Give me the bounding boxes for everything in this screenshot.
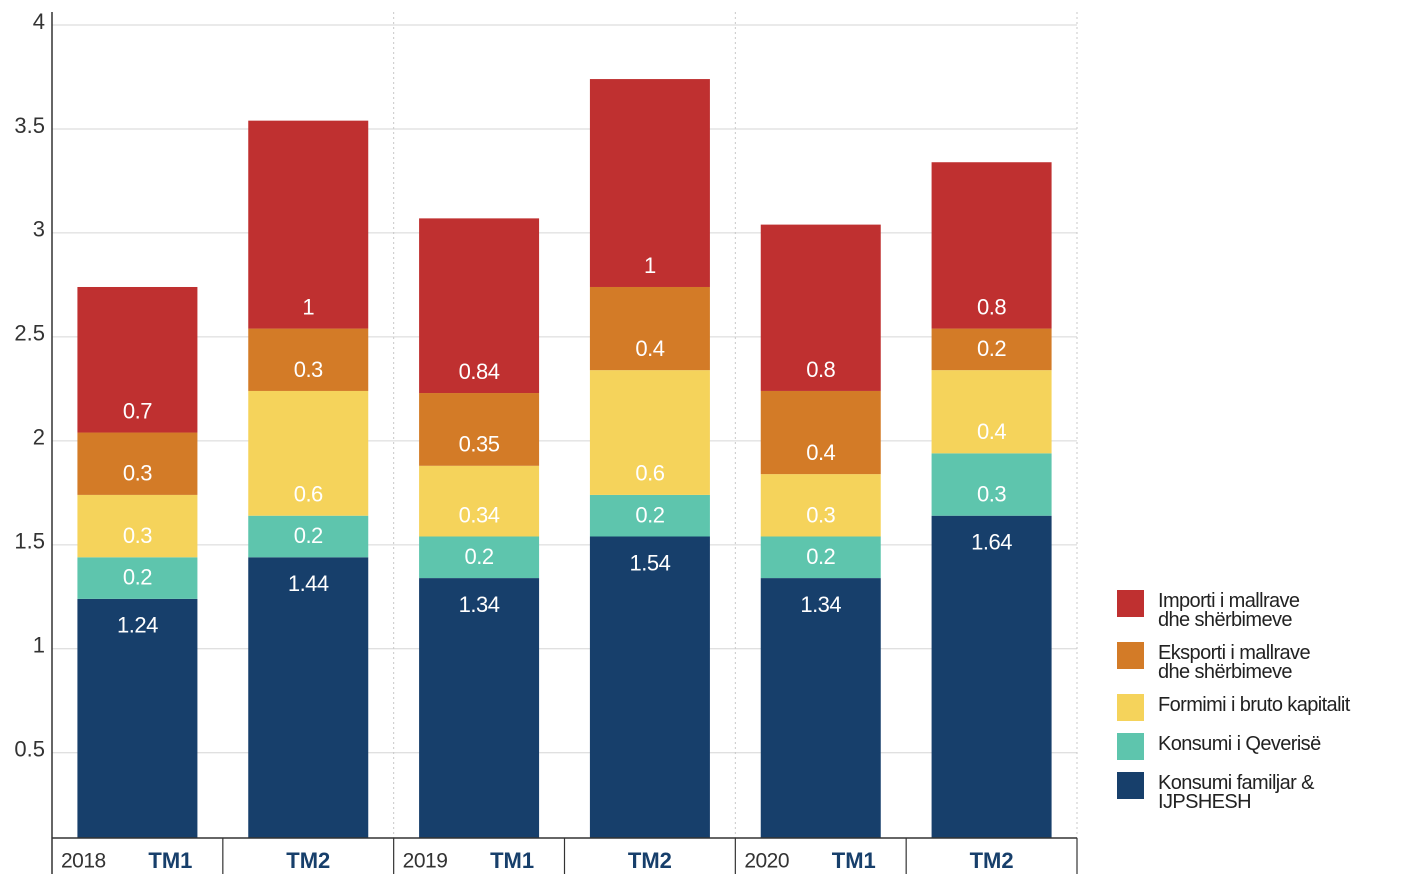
bar-segment (931, 162, 1052, 329)
x-tick-label: TM2 (970, 848, 1014, 873)
value-label: 1.34 (800, 592, 841, 617)
group-label: 2018 (61, 850, 106, 873)
value-label: 0.6 (635, 461, 664, 486)
value-label: 0.2 (806, 544, 835, 569)
bar-segment (419, 578, 540, 838)
value-label: 0.2 (977, 336, 1006, 361)
y-tick-label: 0.5 (14, 737, 45, 762)
bar-segment (419, 465, 540, 537)
legend: Importi i mallrave dhe shërbimeve Eksport… (1117, 590, 1402, 824)
legend-swatch (1117, 733, 1144, 760)
group-label: 2019 (403, 850, 448, 873)
bar-segment (760, 536, 881, 579)
value-label: 1.54 (630, 550, 671, 575)
bar-segment (248, 120, 369, 329)
value-label: 0.4 (635, 336, 664, 361)
x-tick-label: TM1 (832, 848, 876, 873)
bar-segment (77, 557, 198, 599)
value-label: 1 (302, 294, 314, 319)
value-label: 0.3 (294, 357, 323, 382)
bar-segment (77, 494, 198, 558)
bar-segment (419, 393, 540, 466)
group-label: 2020 (744, 850, 789, 873)
legend-swatch (1117, 772, 1144, 799)
y-tick-label: 1 (33, 633, 45, 658)
value-label: 0.3 (123, 523, 152, 548)
bar-segment (77, 432, 198, 495)
y-tick-label: 2 (33, 425, 45, 450)
bar-segment (248, 390, 369, 516)
value-label: 0.4 (977, 419, 1006, 444)
legend-item: Importi i mallrave dhe shërbimeve (1117, 590, 1402, 630)
value-label: 0.35 (459, 432, 500, 457)
value-label: 0.2 (465, 544, 494, 569)
legend-swatch (1117, 642, 1144, 669)
bar-segment (931, 370, 1052, 454)
value-label: 0.8 (977, 294, 1006, 319)
legend-label: Konsumi i Qeverisë (1158, 733, 1321, 755)
bar-segment (419, 536, 540, 579)
value-label: 0.2 (123, 565, 152, 590)
grid (52, 12, 1078, 838)
bar-segment (419, 218, 540, 394)
bar-segment (931, 453, 1052, 516)
y-tick-label: 2.5 (14, 321, 45, 346)
legend-label: Formimi i bruto kapitalit (1158, 694, 1350, 716)
legend-item: Formimi i bruto kapitalit (1117, 694, 1402, 721)
bar-segment (760, 578, 881, 838)
value-label: 0.2 (635, 502, 664, 527)
value-label: 0.3 (977, 482, 1006, 507)
bar-segment (589, 79, 710, 287)
bar-segment (589, 370, 710, 495)
y-tick-label: 3.5 (14, 113, 45, 138)
bar-segment (248, 515, 369, 558)
value-label: 1 (644, 253, 656, 278)
bar-segment (931, 328, 1052, 371)
legend-label: Importi i mallrave dhe shërbimeve (1158, 590, 1300, 631)
value-label: 0.2 (294, 523, 323, 548)
bar-segment (77, 598, 198, 838)
value-label: 0.34 (459, 502, 500, 527)
bar-segment (931, 515, 1052, 838)
value-label: 0.3 (806, 502, 835, 527)
bar-segment (760, 224, 881, 391)
legend-item: Konsumi i Qeverisë (1117, 733, 1402, 760)
value-label: 1.34 (459, 592, 500, 617)
legend-swatch (1117, 694, 1144, 721)
bars (77, 79, 1052, 838)
legend-item: Konsumi familjar & IJPSHESH (1117, 772, 1402, 812)
value-label: 0.4 (806, 440, 835, 465)
bar-segment (248, 557, 369, 838)
value-label: 1.64 (971, 530, 1012, 555)
bar-segment (589, 536, 710, 838)
x-tick-label: TM1 (148, 848, 192, 873)
bar-segment (77, 286, 198, 433)
value-label: 0.7 (123, 398, 152, 423)
bar-segment (589, 494, 710, 537)
bar-segment (760, 474, 881, 537)
bar-segment (248, 328, 369, 391)
y-tick-label: 1.5 (14, 529, 45, 554)
value-label: 1.24 (117, 613, 158, 638)
value-label: 0.8 (806, 357, 835, 382)
foreground: 0.5 1 1.5 2 2.5 3 3.5 4 1.24 0.2 0.3 0.3 0.7 1.44 0.2 0… (14, 9, 1078, 874)
x-tick-label: TM1 (490, 848, 534, 873)
value-label: 1.44 (288, 571, 329, 596)
value-label: 0.3 (123, 461, 152, 486)
x-tick-label: TM2 (628, 848, 672, 873)
legend-label: Konsumi familjar & IJPSHESH (1158, 772, 1315, 813)
y-tick-label: 4 (33, 9, 45, 34)
bar-segment (589, 286, 710, 371)
legend-label: Eksporti i mallrave dhe shërbimeve (1158, 642, 1311, 683)
bar-segment (760, 390, 881, 475)
legend-item: Eksporti i mallrave dhe shërbimeve (1117, 642, 1402, 682)
value-label: 0.84 (459, 359, 500, 384)
value-label: 0.6 (294, 482, 323, 507)
x-tick-label: TM2 (286, 848, 330, 873)
legend-swatch (1117, 590, 1144, 617)
y-tick-label: 3 (33, 217, 45, 242)
